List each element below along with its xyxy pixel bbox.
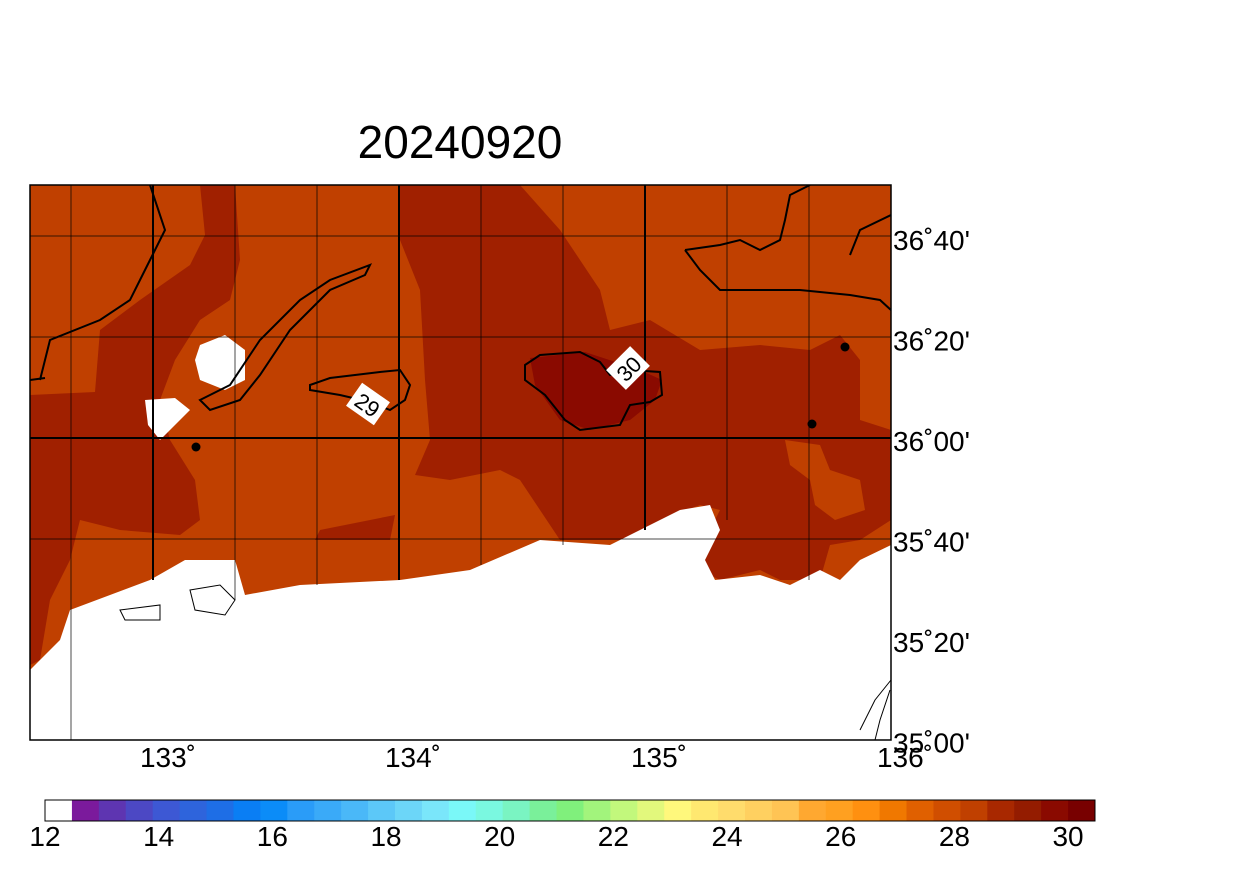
colorbar-swatch bbox=[556, 800, 584, 821]
colorbar-label: 30 bbox=[1052, 821, 1083, 852]
colorbar-label: 12 bbox=[29, 821, 60, 852]
colorbar-swatch bbox=[637, 800, 665, 821]
x-tick-label: 136˚ bbox=[877, 742, 933, 773]
colorbar: 12 14 16 18 20 22 24 26 28 30 bbox=[29, 799, 1096, 852]
y-tick-label: 36˚40' bbox=[893, 225, 970, 256]
station bbox=[840, 342, 850, 352]
x-tick-label: 133˚ bbox=[140, 742, 196, 773]
y-tick-label: 35˚00' bbox=[893, 728, 970, 759]
colorbar-swatch bbox=[179, 800, 208, 821]
colorbar-label: 14 bbox=[143, 821, 174, 852]
colorbar-swatch bbox=[960, 800, 988, 821]
contour-line bbox=[30, 185, 891, 432]
colorbar-swatch bbox=[287, 800, 315, 821]
land bbox=[30, 505, 891, 740]
colorbar-label: 16 bbox=[257, 821, 288, 852]
colorbar-swatch bbox=[933, 800, 961, 821]
colorbar-swatch bbox=[691, 800, 719, 821]
colorbar-swatch bbox=[906, 800, 934, 821]
x-axis: 133˚ 134˚ 135˚ 136˚ bbox=[140, 742, 933, 773]
colorbar-swatch bbox=[610, 800, 638, 821]
y-tick-label: 35˚20' bbox=[893, 627, 970, 658]
map-frame bbox=[29, 184, 892, 741]
sst-pocket bbox=[785, 440, 865, 520]
coastline bbox=[119, 584, 891, 740]
colorbar-swatch bbox=[879, 800, 908, 821]
y-axis: 36˚40' 36˚20' 36˚00' 35˚40' 35˚20' 35˚00' bbox=[893, 225, 970, 759]
colorbar-label: 24 bbox=[711, 821, 742, 852]
colorbar-swatch bbox=[395, 800, 423, 821]
colorbar-swatch bbox=[421, 800, 450, 821]
colorbar-swatch bbox=[98, 800, 127, 821]
colorbar-swatch bbox=[152, 800, 181, 821]
colorbar-swatch bbox=[1068, 800, 1096, 821]
x-tick-label: 134˚ bbox=[385, 742, 441, 773]
colorbar-swatch bbox=[206, 800, 234, 821]
colorbar-swatch bbox=[745, 800, 773, 821]
colorbar-swatch bbox=[368, 800, 396, 821]
colorbar-swatch bbox=[502, 800, 531, 821]
colorbar-swatch bbox=[448, 800, 477, 821]
colorbar-label: 18 bbox=[370, 821, 401, 852]
y-tick-label: 36˚00' bbox=[893, 426, 970, 457]
colorbar-swatch bbox=[583, 800, 611, 821]
y-tick-label: 35˚40' bbox=[893, 527, 970, 558]
colorbar-label: 22 bbox=[598, 821, 629, 852]
colorbar-swatch bbox=[771, 800, 800, 821]
colorbar-swatch bbox=[529, 800, 558, 821]
colorbar-swatch bbox=[475, 800, 504, 821]
colorbar-swatch bbox=[798, 800, 827, 821]
x-tick-label: 135˚ bbox=[631, 742, 687, 773]
colorbar-swatch bbox=[233, 800, 261, 821]
colorbar-swatch bbox=[125, 800, 154, 821]
colorbar-swatch bbox=[314, 800, 342, 821]
colorbar-swatch bbox=[45, 800, 73, 821]
colorbar-swatch bbox=[852, 800, 881, 821]
colorbar-label: 20 bbox=[484, 821, 515, 852]
map: 29 30 bbox=[30, 185, 891, 740]
colorbar-swatch bbox=[71, 800, 100, 821]
island bbox=[195, 335, 245, 390]
colorbar-swatch bbox=[987, 800, 1015, 821]
colorbar-label: 28 bbox=[939, 821, 970, 852]
sst-warm-west bbox=[30, 185, 240, 665]
colorbar-swatch bbox=[1014, 800, 1042, 821]
colorbar-swatch bbox=[1041, 800, 1069, 821]
colorbar-swatch bbox=[664, 800, 692, 821]
colorbar-frame bbox=[44, 799, 1096, 822]
station bbox=[191, 442, 201, 452]
sst-patch bbox=[315, 515, 395, 540]
grid bbox=[30, 185, 891, 740]
island bbox=[145, 398, 190, 440]
y-tick-label: 36˚20' bbox=[893, 326, 970, 357]
colorbar-label: 26 bbox=[825, 821, 856, 852]
colorbar-swatch bbox=[341, 800, 369, 821]
station bbox=[807, 419, 817, 429]
colorbar-swatch bbox=[825, 800, 854, 821]
colorbar-swatch bbox=[718, 800, 746, 821]
colorbar-swatch bbox=[260, 800, 288, 821]
title: 20240920 bbox=[358, 116, 563, 168]
